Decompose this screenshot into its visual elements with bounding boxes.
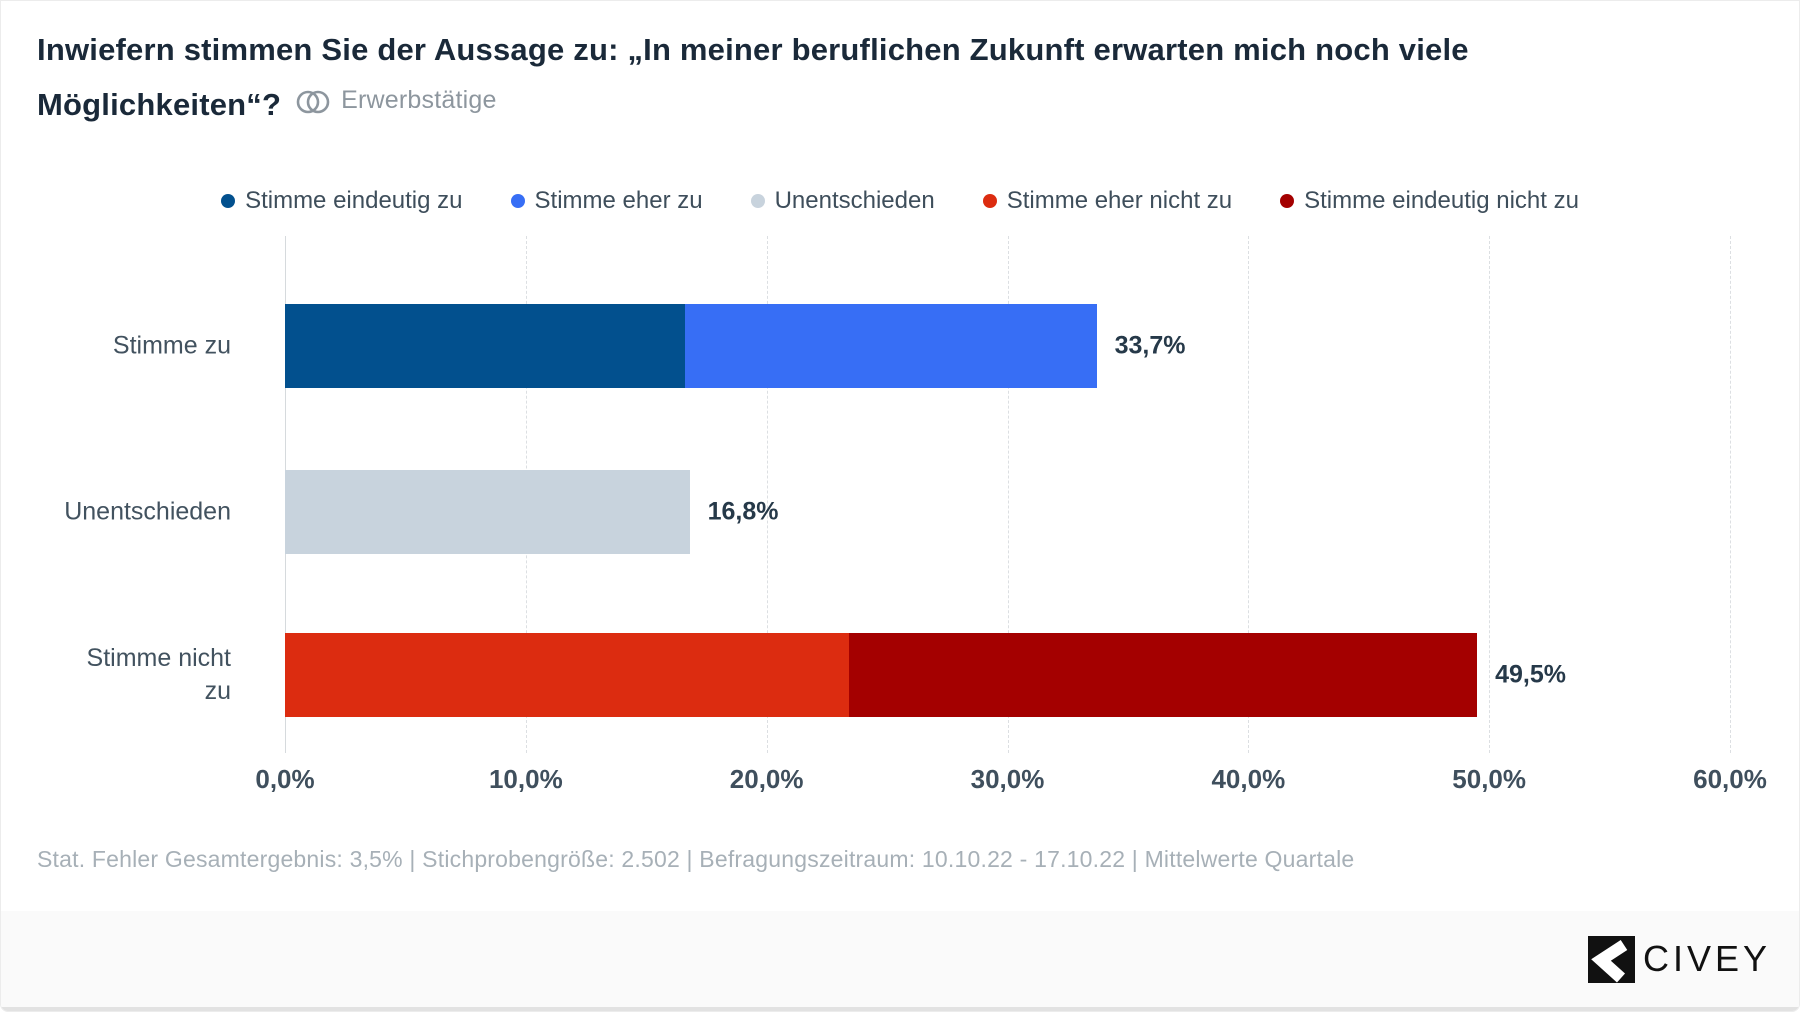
- x-tick-60: 60,0%: [1693, 764, 1767, 794]
- x-tick-20: 20,0%: [729, 764, 804, 794]
- bar-segment-unentschieden: [285, 470, 690, 554]
- gridline-40: [1248, 236, 1250, 753]
- legend-item-stimme-eher-zu: Stimme eher zu: [510, 187, 703, 215]
- legend-item-stimme-eindeutig-zu: Stimme eindeutig zu: [221, 187, 463, 215]
- bar-unentschieden: [285, 470, 690, 554]
- x-tick-0: 0,0%: [255, 764, 315, 794]
- footer-band: CIVEY: [1, 911, 1799, 1011]
- chart-legend: Stimme eindeutig zu Stimme eher zu Unentsc…: [1, 187, 1799, 215]
- civey-wordmark: CIVEY: [1642, 938, 1771, 979]
- legend-label: Stimme eindeutig nicht zu: [1304, 187, 1579, 214]
- legend-label: Stimme eindeutig zu: [245, 187, 463, 214]
- chart-title: Inwiefern stimmen Sie der Aussage zu: „I…: [37, 25, 1597, 130]
- gridline-30: [1007, 236, 1009, 753]
- value-label-unentschieden: 16,8%: [707, 497, 779, 526]
- legend-item-stimme-eher-nicht-zu: Stimme eher nicht zu: [982, 187, 1233, 215]
- bar-segment-stimme-eher-nicht-zu: [285, 633, 849, 717]
- chart-title-text: Inwiefern stimmen Sie der Aussage zu: „I…: [37, 32, 1469, 122]
- legend-item-stimme-eindeutig-nicht-zu: Stimme eindeutig nicht zu: [1280, 187, 1579, 215]
- audience-label: Erwerbstätige: [341, 86, 497, 114]
- x-tick-30: 30,0%: [970, 764, 1045, 794]
- civey-brand: CIVEY: [1587, 935, 1771, 983]
- legend-dot-stimme-eher-zu: [510, 194, 525, 208]
- plot-area: 0,0% 10,0% 20,0% 30,0% 40,0% 50,0% 60,0% 33,7% 1…: [255, 236, 1767, 794]
- legend-dot-stimme-eindeutig-zu: [221, 194, 236, 208]
- bar-chart: 0,0% 10,0% 20,0% 30,0% 40,0% 50,0% 60,0% 33,7% 1…: [1, 236, 1799, 836]
- legend-dot-stimme-eher-nicht-zu: [982, 194, 997, 208]
- legend-dot-stimme-eindeutig-nicht-zu: [1280, 194, 1295, 208]
- gridline-50: [1489, 236, 1491, 753]
- legend-label: Unentschieden: [774, 187, 935, 214]
- x-tick-10: 10,0%: [488, 764, 563, 794]
- category-label-stimme-nicht-zu: Stimme nicht zu: [1, 642, 231, 708]
- category-label-text: Stimme zu: [112, 331, 231, 360]
- category-label-stimme-zu: Stimme zu: [1, 330, 231, 363]
- legend-label: Stimme eher nicht zu: [1006, 187, 1233, 214]
- bar-segment-stimme-eindeutig-zu: [285, 304, 685, 388]
- bar-stimme-nicht-zu: [285, 633, 1478, 717]
- x-tick-50: 50,0%: [1452, 764, 1527, 794]
- methodology-footnote: Stat. Fehler Gesamtergebnis: 3,5% | Stic…: [37, 846, 1355, 872]
- bar-segment-stimme-eindeutig-nicht-zu: [848, 633, 1478, 717]
- legend-dot-unentschieden: [750, 194, 765, 208]
- legend-item-unentschieden: Unentschieden: [750, 187, 935, 215]
- category-label-text: Stimme nicht zu: [86, 644, 231, 705]
- audience-badge: Erwerbstätige: [295, 75, 496, 125]
- value-label-stimme-nicht-zu: 49,5%: [1495, 660, 1567, 689]
- civey-logo-icon: [1587, 935, 1635, 983]
- category-label-text: Unentschieden: [64, 497, 231, 526]
- average-circles-icon: [296, 90, 330, 114]
- bar-stimme-zu: [285, 304, 1097, 388]
- legend-label: Stimme eher zu: [534, 187, 703, 214]
- x-tick-40: 40,0%: [1211, 764, 1286, 794]
- gridline-60: [1730, 236, 1731, 753]
- gridline-20: [766, 236, 768, 753]
- value-label-stimme-zu: 33,7%: [1114, 331, 1186, 360]
- category-label-unentschieden: Unentschieden: [1, 496, 231, 529]
- bar-segment-stimme-eher-zu: [684, 304, 1097, 388]
